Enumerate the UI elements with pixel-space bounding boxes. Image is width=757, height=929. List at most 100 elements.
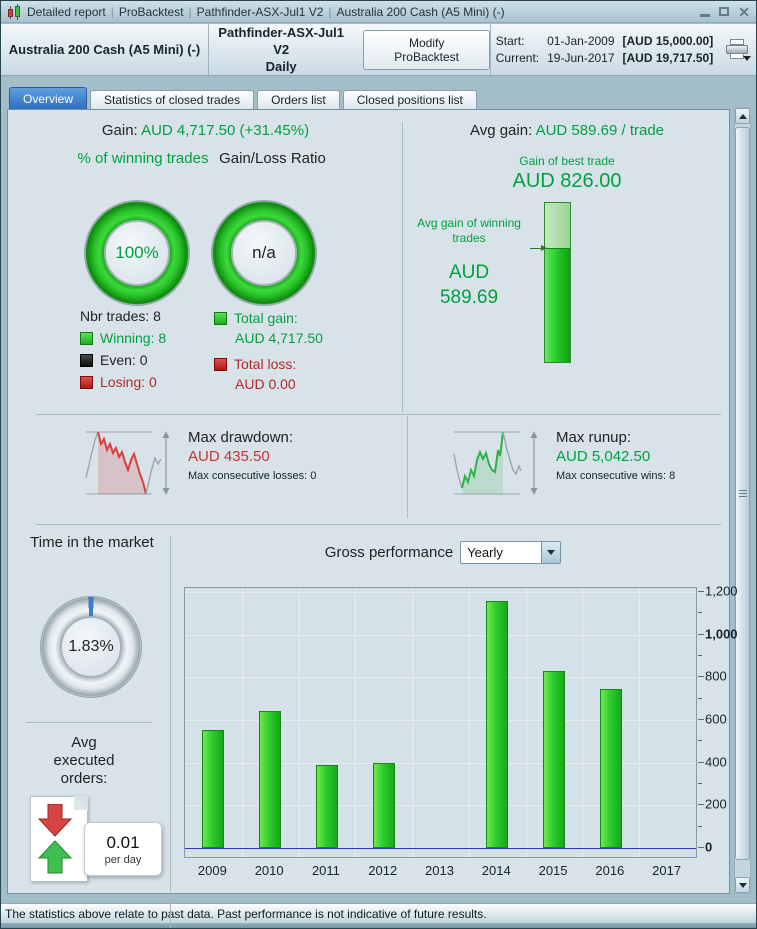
runup-block: Max runup: AUD 5,042.50 Max consecutive … [556, 428, 675, 482]
x-tick-label: 2017 [652, 863, 682, 878]
system-timeframe: Daily [265, 59, 297, 74]
current-date: 19-Jun-2017 [547, 51, 615, 65]
tab-orders[interactable]: Orders list [257, 90, 340, 109]
chart-bar-2014 [486, 601, 508, 848]
x-tick-label: 2012 [368, 863, 398, 878]
start-label: Start: [495, 34, 525, 48]
drawdown-block: Max drawdown: AUD 435.50 Max consecutive… [188, 428, 316, 482]
current-label: Current: [495, 51, 540, 65]
avg-orders-indicator: 0.01 per day [30, 788, 168, 890]
ratio-donut: n/a [211, 200, 317, 306]
tab-statistics[interactable]: Statistics of closed trades [90, 90, 255, 109]
tab-bar: Overview Statistics of closed trades Ord… [9, 87, 477, 109]
avg-gain-summary: Avg gain: AUD 589.69 / trade [469, 122, 665, 139]
x-tick-label: 2011 [311, 863, 340, 878]
select-arrow-icon[interactable] [541, 542, 561, 563]
x-tick-label: 2010 [254, 863, 284, 878]
modify-probacktest-button[interactable]: Modify ProBacktest [363, 29, 490, 70]
time-in-market-title: Time in the market [30, 534, 154, 551]
runup-note: Max consecutive wins: 8 [556, 470, 676, 482]
minimize-button[interactable] [700, 13, 711, 17]
current-amount: [AUD 19,717.50] [622, 51, 714, 65]
chart-bar-2012 [373, 763, 395, 848]
close-button[interactable]: ✕ [738, 3, 750, 20]
total-loss-swatch-icon [214, 357, 227, 371]
instrument-name: Australia 200 Cash (A5 Mini) (-) [8, 42, 201, 57]
period-select[interactable]: Yearly [460, 541, 562, 564]
avg-orders-title: Avg executed orders: [53, 734, 115, 787]
drawdown-title: Max drawdown: [188, 429, 294, 446]
x-tick-label: 2015 [538, 863, 568, 878]
chart-bar-2016 [600, 689, 622, 848]
ratio-donut-value: n/a [252, 243, 276, 262]
report-header: Australia 200 Cash (A5 Mini) (-) Pathfin… [1, 24, 756, 76]
avg-orders-value: 0.01 [106, 832, 140, 852]
time-donut: 1.83% [40, 596, 142, 698]
avg-win-value: AUD 589.69 [439, 262, 499, 308]
candlestick-icon [7, 3, 22, 20]
chart-bar-2011 [316, 765, 338, 848]
x-tick-label: 2013 [425, 863, 454, 878]
up-arrow-icon [38, 840, 73, 874]
start-amount: [AUD 15,000.00] [622, 34, 714, 48]
arrow-right-icon [530, 245, 547, 251]
account-summary: Start: 01-Jan-2009 [AUD 15,000.00] Curre… [496, 34, 713, 65]
legend-losing: Losing: 0 [100, 374, 157, 390]
printer-icon[interactable] [725, 38, 752, 61]
y-tick-label: 600 [705, 711, 727, 727]
down-arrow-icon [38, 804, 73, 837]
losing-swatch-icon [80, 375, 93, 389]
maximize-button[interactable] [719, 7, 730, 16]
best-trade-label: Gain of best trade [519, 154, 615, 168]
y-tick-label: 0 [705, 839, 713, 855]
footer-disclaimer: The statistics above relate to past data… [5, 906, 487, 921]
y-tick-label: 800 [705, 668, 727, 684]
scroll-up-button[interactable] [735, 108, 750, 124]
y-tick-label: 1,200 [705, 583, 738, 599]
runup-sparkline [453, 431, 538, 495]
chart-plot [184, 587, 697, 858]
nbr-trades: Nbr trades: 8 [80, 308, 161, 324]
scroll-down-button[interactable] [735, 877, 750, 893]
legend-even: Even: 0 [100, 352, 148, 368]
avg-gain-bar [544, 202, 571, 363]
trades-legend: Nbr trades: 8 Winning: 8 Even: 0 Losing:… [80, 308, 245, 396]
runup-value: AUD 5,042.50 [556, 448, 651, 465]
ratio-donut-title: Gain/Loss Ratio [219, 150, 326, 167]
y-tick-label: 1,000 [705, 626, 738, 642]
gross-performance-label: Gross performance [324, 543, 454, 561]
x-tick-label: 2016 [595, 863, 625, 878]
period-value: Yearly [467, 545, 503, 560]
time-donut-value: 1.83% [68, 638, 114, 655]
total-loss-value: AUD 0.00 [235, 376, 296, 392]
start-date: 01-Jan-2009 [547, 34, 615, 48]
drawdown-sparkline [85, 431, 170, 495]
gross-performance-header: Gross performance Yearly [183, 541, 703, 564]
chart-bar-2015 [543, 671, 565, 848]
drawdown-value: AUD 435.50 [188, 448, 270, 465]
avg-orders-box: 0.01 per day [84, 822, 162, 876]
winning-swatch-icon [80, 331, 93, 345]
chart-y-axis: 0 200 400 600 800 1,000 1,200 [698, 584, 738, 858]
title-bar: Detailed report | ProBacktest | Pathfinder-A… [1, 1, 756, 23]
chart-bar-2010 [259, 711, 281, 848]
total-gain-label: Total gain: [234, 310, 298, 326]
tab-closed-positions[interactable]: Closed positions list [342, 90, 477, 109]
runup-title: Max runup: [556, 429, 632, 446]
totals-legend: Total gain: AUD 4,717.50 Total loss: AUD… [214, 310, 389, 400]
scroll-thumb[interactable] [735, 127, 750, 860]
even-swatch-icon [80, 353, 93, 367]
tab-overview[interactable]: Overview [9, 87, 88, 109]
total-gain-value: AUD 4,717.50 [235, 330, 323, 346]
winning-donut-value: 100% [115, 243, 159, 262]
y-tick-label: 400 [705, 754, 727, 770]
drawdown-note: Max consecutive losses: 0 [188, 470, 317, 482]
vertical-scrollbar[interactable] [734, 107, 751, 894]
best-trade-value: AUD 826.00 [512, 170, 622, 192]
chart-bar-2009 [202, 730, 224, 848]
total-loss-label: Total loss: [234, 356, 297, 372]
y-tick-label: 200 [705, 796, 727, 812]
total-gain-swatch-icon [214, 311, 227, 325]
overview-panel: Gain: AUD 4,717.50 (+31.45%) % of winnin… [7, 109, 738, 928]
